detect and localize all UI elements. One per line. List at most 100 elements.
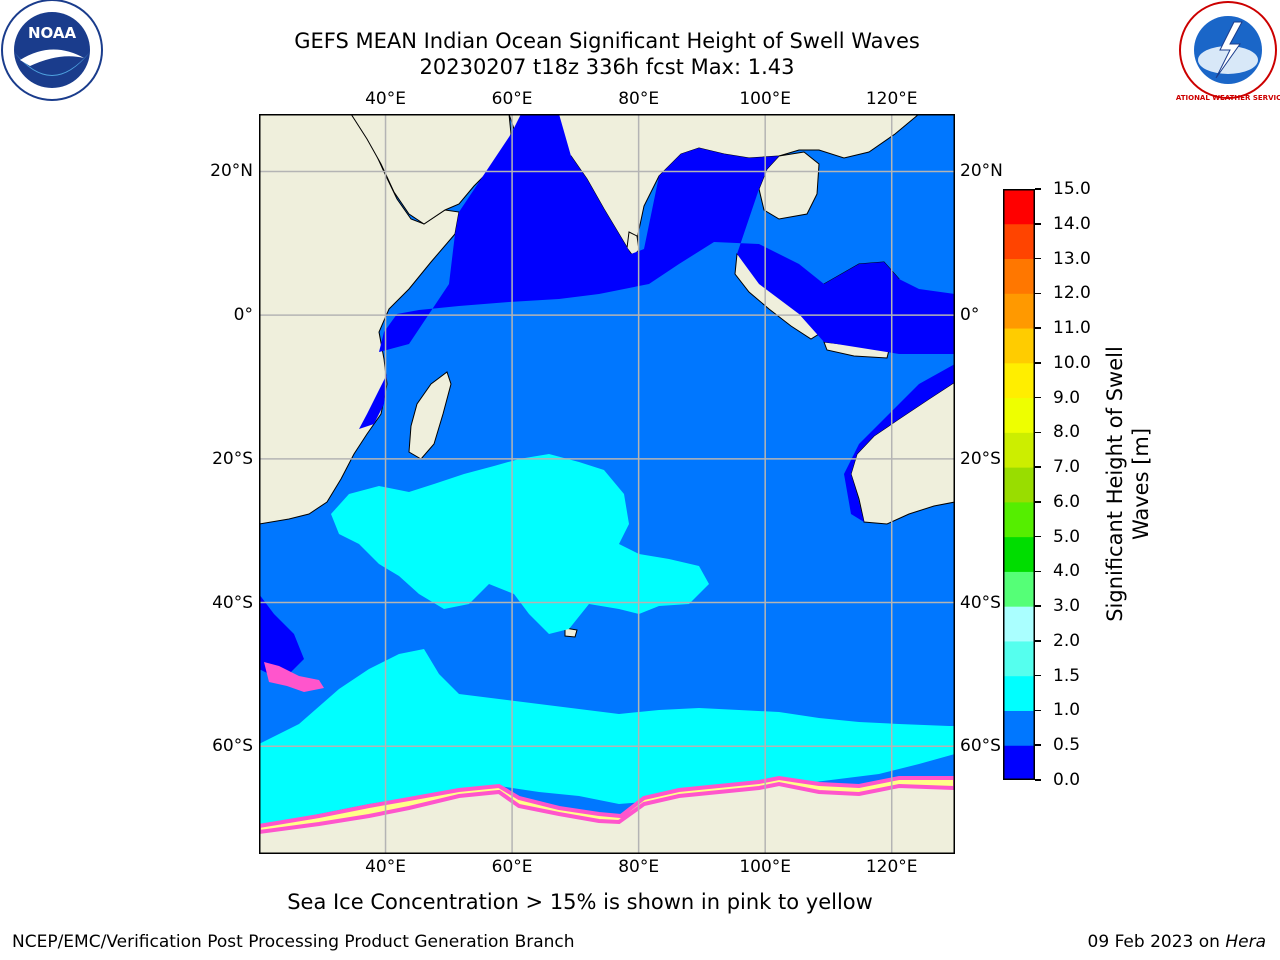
colorbar-segment-6 <box>1003 536 1035 572</box>
colorbar-tick-label: 0.0 <box>1053 770 1081 790</box>
colorbar-tick-mark <box>1035 605 1041 607</box>
nws-logo-text: NATIONAL WEATHER SERVICE <box>1176 94 1280 102</box>
colorbar-tick-label: 10.0 <box>1053 352 1091 373</box>
lat-tick-label-right: 60°S <box>960 736 1001 757</box>
lon-tick-label-bottom: 60°E <box>491 857 533 877</box>
colorbar-segment-4 <box>1003 606 1035 642</box>
colorbar-segment-2 <box>1003 675 1035 711</box>
colorbar-segment-3 <box>1003 640 1035 677</box>
colorbar-tick-mark <box>1035 709 1041 712</box>
swell-low-southwest <box>260 595 304 674</box>
lon-tick-label-bottom: 80°E <box>618 857 660 877</box>
lat-tick-label-right: 0° <box>960 305 980 326</box>
swell-low-australia <box>844 364 954 522</box>
colorbar-segment-13 <box>1003 293 1035 329</box>
colorbar-tick-mark <box>1035 223 1041 225</box>
nws-logo: NATIONAL WEATHER SERVICE <box>1176 0 1280 104</box>
colorbar-tick-label: 9.0 <box>1053 387 1081 408</box>
colorbar-tick-label: 3.0 <box>1053 596 1081 617</box>
footer-credit: NCEP/EMC/Verification Post Processing Pr… <box>12 932 575 952</box>
colorbar-tick-mark <box>1035 674 1041 677</box>
lat-tick-label-right: 40°S <box>960 592 1001 613</box>
footer-date: 09 Feb 2023 on Hera <box>1088 932 1266 952</box>
chart-title: GEFS MEAN Indian Ocean Significant Heigh… <box>260 28 954 80</box>
colorbar-segment-12 <box>1003 328 1035 364</box>
colorbar-tick-mark <box>1035 570 1041 573</box>
lon-tick-label-top: 60°E <box>491 89 533 109</box>
lat-tick-label-left: 60°S <box>212 736 253 757</box>
colorbar <box>1003 189 1035 780</box>
lon-tick-label-bottom: 40°E <box>365 857 406 877</box>
swell-high-central <box>331 454 709 634</box>
lon-tick-label-top: 80°E <box>618 89 660 109</box>
colorbar-tick-mark <box>1035 744 1041 746</box>
colorbar-tick-label: 5.0 <box>1053 526 1081 547</box>
colorbar-tick-mark <box>1035 188 1041 190</box>
lon-tick-label-bottom: 100°E <box>739 857 792 877</box>
colorbar-segment-16 <box>1003 189 1035 225</box>
footer-date-text: 09 Feb 2023 on <box>1087 932 1226 952</box>
title-line-2: 20230207 t18z 336h fcst Max: 1.43 <box>419 55 795 79</box>
colorbar-tick-mark <box>1035 396 1041 399</box>
lon-tick-label-bottom: 120°E <box>865 857 918 877</box>
footer-machine: Hera <box>1225 932 1266 952</box>
colorbar-segment-1 <box>1003 710 1035 746</box>
colorbar-tick-label: 11.0 <box>1053 318 1091 339</box>
colorbar-tick-mark <box>1035 501 1041 503</box>
graticule <box>259 114 955 854</box>
sea-ice-patch <box>264 662 324 692</box>
noaa-logo-text: NOAA <box>28 24 77 42</box>
lon-tick-label-top: 120°E <box>865 89 918 109</box>
land-kerguelen <box>564 627 578 638</box>
lat-tick-label-left: 40°S <box>212 592 253 613</box>
colorbar-tick-label: 6.0 <box>1053 491 1081 512</box>
colorbar-tick-mark <box>1035 327 1041 329</box>
colorbar-tick-mark <box>1035 640 1041 642</box>
colorbar-tick-mark <box>1035 779 1041 781</box>
colorbar-tick-label: 8.0 <box>1053 422 1081 443</box>
map-frame <box>259 114 955 854</box>
title-line-1: GEFS MEAN Indian Ocean Significant Heigh… <box>294 29 920 53</box>
colorbar-tick-label: 7.0 <box>1053 457 1081 478</box>
lon-tick-label-top: 100°E <box>739 89 792 109</box>
colorbar-tick-label: 1.5 <box>1053 665 1081 686</box>
sea-ice-caption: Sea Ice Concentration > 15% is shown in … <box>287 890 873 914</box>
colorbar-segment-5 <box>1003 571 1035 607</box>
land-madagascar <box>408 371 452 460</box>
colorbar-segment-10 <box>1003 397 1035 433</box>
colorbar-tick-label: 1.0 <box>1053 700 1081 721</box>
colorbar-tick-label: 0.5 <box>1053 735 1081 756</box>
lat-tick-label-right: 20°N <box>960 161 1003 182</box>
lat-tick-label-left: 20°N <box>210 161 253 182</box>
colorbar-segment-11 <box>1003 362 1035 399</box>
colorbar-tick-mark <box>1035 292 1041 295</box>
colorbar-label-line-1: Significant Height of Swell <box>1103 346 1127 622</box>
colorbar-svg <box>1003 189 1035 780</box>
lon-tick-label-top: 40°E <box>365 89 406 109</box>
colorbar-segment-8 <box>1003 467 1035 503</box>
swell-low-east-africa <box>359 374 387 429</box>
colorbar-segment-14 <box>1003 258 1035 294</box>
colorbar-segment-0 <box>1003 745 1035 780</box>
colorbar-tick-label: 14.0 <box>1053 213 1091 234</box>
colorbar-segment-9 <box>1003 432 1035 468</box>
lat-tick-label-right: 20°S <box>960 448 1001 469</box>
colorbar-tick-mark <box>1035 431 1041 434</box>
colorbar-tick-label: 13.0 <box>1053 248 1091 269</box>
map-panel <box>259 114 955 854</box>
colorbar-tick-label: 12.0 <box>1053 283 1091 304</box>
colorbar-tick-mark <box>1035 466 1041 468</box>
colorbar-segment-15 <box>1003 223 1035 260</box>
colorbar-frame <box>1003 189 1035 780</box>
colorbar-tick-mark <box>1035 362 1041 364</box>
colorbar-label-line-2: Waves [m] <box>1129 427 1153 541</box>
colorbar-segment-7 <box>1003 501 1035 538</box>
lat-tick-label-left: 20°S <box>212 448 253 469</box>
sea-ice-edge <box>260 775 954 834</box>
colorbar-tick-mark <box>1035 257 1041 260</box>
colorbar-tick-label: 15.0 <box>1053 179 1091 199</box>
colorbar-tick-label: 2.0 <box>1053 630 1081 651</box>
colorbar-tick-label: 4.0 <box>1053 561 1081 582</box>
land-africa <box>260 115 460 525</box>
colorbar-tick-mark <box>1035 535 1041 538</box>
